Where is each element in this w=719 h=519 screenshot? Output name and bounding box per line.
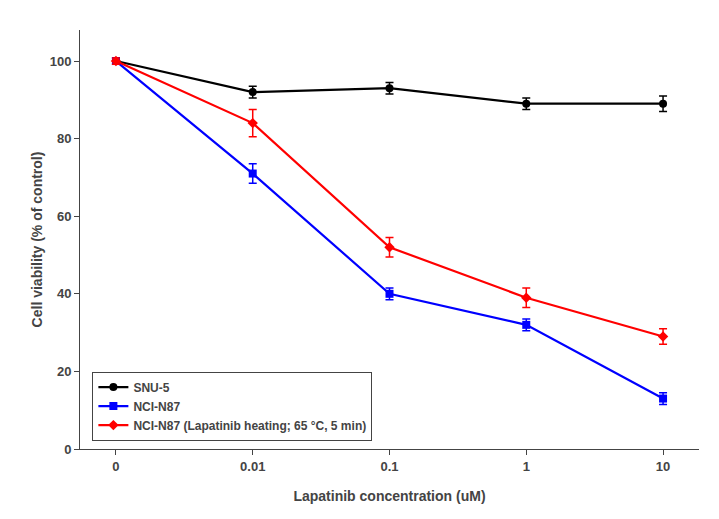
svg-text:80: 80 [57,131,71,146]
svg-text:SNU-5: SNU-5 [133,381,169,395]
svg-text:10: 10 [656,459,670,474]
svg-text:Cell viability (% of control): Cell viability (% of control) [29,152,45,328]
svg-text:100: 100 [50,54,72,69]
svg-text:20: 20 [57,364,71,379]
svg-text:0.1: 0.1 [380,459,398,474]
svg-text:1: 1 [523,459,530,474]
svg-text:0.01: 0.01 [240,459,265,474]
svg-text:60: 60 [57,209,71,224]
svg-text:Lapatinib concentration (uM): Lapatinib concentration (uM) [293,488,485,504]
svg-text:0: 0 [64,442,71,457]
svg-text:NCI-N87 (Lapatinib heating; 65: NCI-N87 (Lapatinib heating; 65 °C, 5 min… [133,419,366,433]
svg-text:NCI-N87: NCI-N87 [133,400,180,414]
svg-text:40: 40 [57,286,71,301]
svg-text:0: 0 [112,459,119,474]
